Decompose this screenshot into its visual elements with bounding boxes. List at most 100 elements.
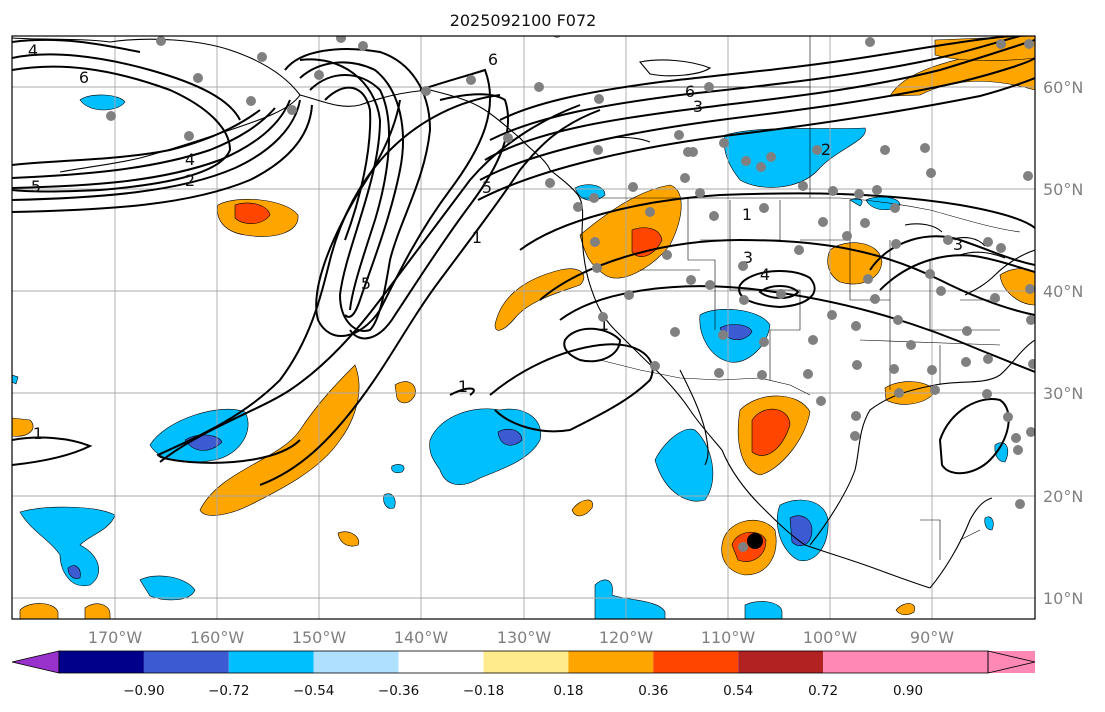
station-dot [863,274,873,284]
anomaly-blue [744,601,783,619]
contour-label: 3 [693,97,703,116]
station-dot [718,330,728,340]
station-dot [738,542,748,552]
station-dot [573,202,583,212]
contour-labels: 4 6 6 4 3 6 2 5 5 1 1 5 3 1 3 4 1 1 2 [28,41,963,443]
latitude-labels: 60°N 50°N 40°N 30°N 20°N 10°N [1043,78,1083,608]
station-dot [1024,39,1034,49]
colorbar-tick-label: 0.18 [553,683,583,699]
colorbar: −0.90 −0.72 −0.54 −0.36 −0.18 0.18 0.36 … [11,650,1036,699]
station-dot [738,261,748,271]
station-dot [704,82,714,92]
anomaly-orange [84,603,111,619]
station-dot [996,243,1006,253]
station-dot [650,361,660,371]
contour-label: 6 [79,68,89,87]
lon-label: 170°W [88,628,143,647]
lat-label: 50°N [1043,180,1083,199]
colorbar-segment [738,651,824,673]
contour-label: 1 [599,315,609,334]
station-dot [1028,359,1035,369]
station-dot [336,36,346,43]
contour-label: 4 [28,41,38,60]
lat-label: 60°N [1043,78,1083,97]
anomaly-blue [12,374,19,385]
station-dot [828,186,838,196]
contour-label: 4 [185,150,195,169]
colorbar-tick-label: 0.36 [638,683,668,699]
contour-label: 5 [31,177,41,196]
station-dot [503,133,513,143]
station-dot [891,239,901,249]
station-dot [680,173,690,183]
colorbar-tick-label: −0.72 [208,683,249,699]
station-dot [803,369,813,379]
station-dot [860,218,870,228]
contours [12,36,1035,486]
anomaly-blue [654,428,714,502]
station-dot [106,111,116,121]
anomaly-orange [999,268,1035,306]
lat-label: 30°N [1043,384,1083,403]
station-dot [894,388,904,398]
colorbar-frame [58,650,989,674]
anomaly-blue [984,516,994,531]
station-dot [927,365,937,375]
station-dot [589,193,599,203]
anomaly-blue [383,493,396,509]
contour-label: 3 [953,235,963,254]
anomaly-darkblue [67,565,81,579]
contour-label: 1 [742,205,752,224]
station-dot [757,370,767,380]
anomaly-orange [571,499,593,517]
lon-label: 130°W [497,628,552,647]
contour-label: 3 [743,248,753,267]
station-dot [759,337,769,347]
station-dot [662,250,672,260]
colorbar-segment [653,651,739,673]
map-area: 4 6 6 4 3 6 2 5 5 1 1 5 3 1 3 4 1 1 2 [12,36,1035,619]
station-dot [776,289,786,299]
anomaly-blue [139,575,196,601]
station-dot [870,294,880,304]
station-dot [593,145,603,155]
station-dot [794,245,804,255]
station-dot [766,152,776,162]
station-dot [851,321,861,331]
station-dot [358,41,368,51]
colorbar-tick-label: 0.90 [893,683,923,699]
station-dot [1025,284,1035,294]
station-dot [872,185,882,195]
anomaly-blue [19,506,116,587]
colorbar-segment [59,651,144,673]
station-dot [287,105,297,115]
station-dot [714,368,724,378]
station-dot [193,73,203,83]
map-frame [11,35,1036,620]
longitude-labels: 170°W 160°W 150°W 140°W 130°W 120°W 110°… [88,628,954,647]
colorbar-segment [228,651,314,673]
anomaly-red [751,408,791,456]
colorbar-segment [568,651,654,673]
station-dot [156,36,166,46]
station-dot [880,145,890,155]
station-dot [709,211,719,221]
station-dot [920,143,930,153]
station-dot [962,326,972,336]
anomaly-blue [391,464,405,474]
lon-label: 110°W [701,628,756,647]
station-dot [628,182,638,192]
station-dot [865,37,875,47]
station-markers [106,36,1035,552]
contour-label: 2 [821,140,831,159]
anomaly-orange [199,364,360,516]
station-dot [645,207,655,217]
station-dot [257,52,267,62]
station-dot [314,70,324,80]
station-dot [1013,445,1023,455]
station-dot [996,39,1006,49]
station-dot [851,411,861,421]
anomaly-blue [594,579,666,619]
station-dot [852,360,862,370]
